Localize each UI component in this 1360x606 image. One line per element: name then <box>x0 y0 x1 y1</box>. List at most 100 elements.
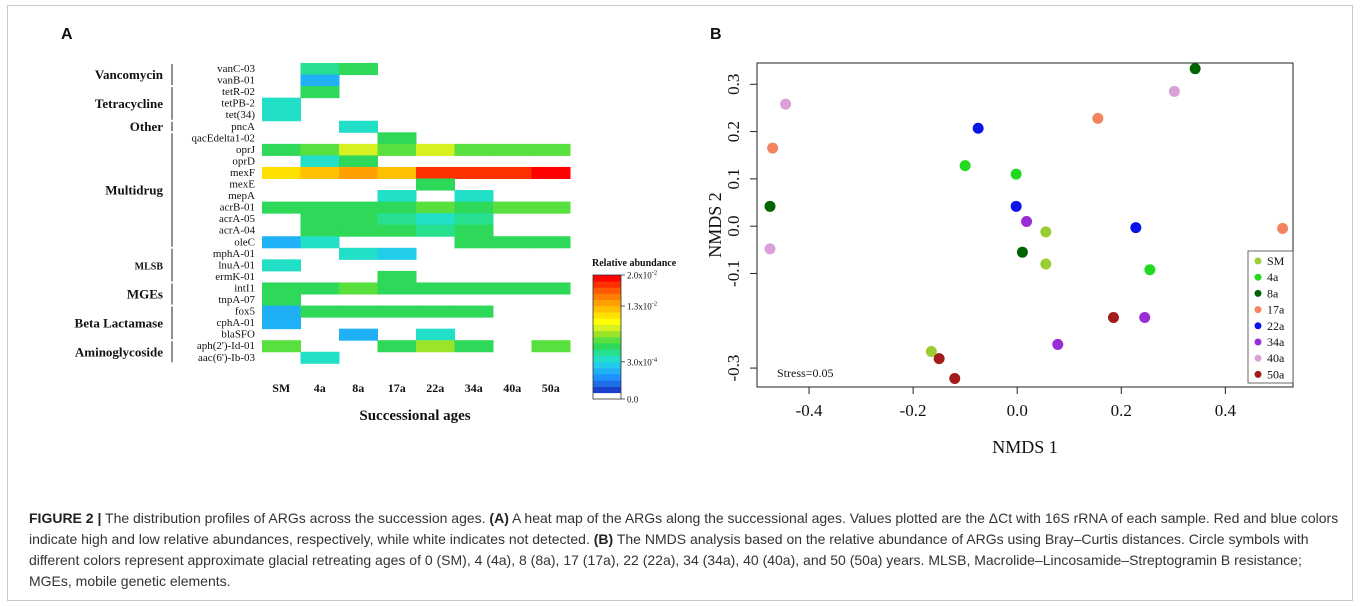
data-point-8a <box>764 200 776 212</box>
y-axis-tick-label: 0.3 <box>724 74 743 95</box>
gene-label: oprJ <box>236 144 256 156</box>
scatter-legend-box <box>1247 250 1294 384</box>
gene-label: oleC <box>234 236 255 248</box>
data-point-SM <box>1040 226 1052 238</box>
data-point-SM <box>925 346 937 358</box>
heatmap-cell <box>339 166 378 179</box>
legend-label-4a: 4a <box>1267 270 1279 284</box>
gene-label: mexE <box>229 179 255 191</box>
legend-color-block <box>593 312 621 319</box>
group-label: Aminoglycoside <box>75 344 163 359</box>
data-point-40a <box>1168 85 1180 97</box>
data-point-34a <box>1052 338 1064 350</box>
legend-color-block <box>593 343 621 350</box>
y-axis-title: NMDS 2 <box>705 192 725 258</box>
legend-color-block <box>593 355 621 363</box>
gene-label: acrA-05 <box>219 213 256 225</box>
heatmap-cell <box>377 282 417 295</box>
panel-b-letter: B <box>710 26 722 43</box>
legend-color-block <box>593 275 621 282</box>
heatmap-cell <box>339 247 378 260</box>
gene-label: tetR-02 <box>222 86 255 98</box>
heatmap-chart: vanC-03vanB-01tetR-02tetPB-2tet(34)pncAq… <box>75 63 677 424</box>
gene-label: blaSFO <box>221 329 255 341</box>
legend-color-block <box>593 324 621 332</box>
age-column-label: 4a <box>314 381 326 395</box>
legend-color-block <box>593 349 621 356</box>
age-column-label: 8a <box>352 381 364 395</box>
heatmap-cell <box>262 201 301 214</box>
age-column-label: 22a <box>426 381 444 395</box>
legend-tick-label: 1.3x10-2 <box>627 301 657 312</box>
plot-frame <box>756 62 1294 388</box>
heatmap-cell <box>262 340 301 353</box>
age-column-label: 40a <box>503 381 521 395</box>
heatmap-cell <box>416 166 455 179</box>
heatmap-cell <box>262 317 301 330</box>
legend-color-block <box>593 368 621 375</box>
heatmap-cell <box>531 166 571 179</box>
heatmap-cell <box>454 190 494 203</box>
y-axis-tick-label: -0.1 <box>724 260 743 287</box>
heatmap-cell <box>531 201 571 214</box>
heatmap-cell <box>300 305 340 318</box>
heatmap-cell <box>339 201 378 214</box>
caption-figure-label: FIGURE 2 | <box>29 510 102 526</box>
heatmap-cell <box>416 305 455 318</box>
heatmap-cell <box>454 236 494 249</box>
heatmap-cell <box>377 201 417 214</box>
heatmap-cell <box>339 213 378 226</box>
legend-marker-8a <box>1254 289 1262 297</box>
gene-label: tet(34) <box>226 109 256 121</box>
heatmap-cell <box>377 305 417 318</box>
group-label: Other <box>130 119 163 134</box>
data-point-40a <box>780 98 792 110</box>
gene-label: mepA <box>228 190 255 202</box>
age-column-label: SM <box>272 381 290 395</box>
data-point-34a <box>1139 311 1151 323</box>
caption-a-tag: (A) <box>489 510 509 526</box>
gene-label: tnpA-07 <box>218 294 255 306</box>
figure-frame <box>7 5 1353 601</box>
heatmap-cell <box>300 282 340 295</box>
heatmap-cell <box>300 63 340 76</box>
gene-label: tetPB-2 <box>221 98 255 110</box>
heatmap-cell <box>416 143 455 156</box>
gene-label: cphA-01 <box>217 317 256 329</box>
heatmap-cell <box>262 282 301 295</box>
heatmap-cell <box>339 120 378 133</box>
legend-label-34a: 34a <box>1267 335 1285 349</box>
heatmap-cell <box>339 155 378 168</box>
heatmap-cell <box>377 224 417 237</box>
heatmap-cell <box>262 97 301 110</box>
gene-label: mexF <box>230 167 255 179</box>
heatmap-cell <box>300 166 340 179</box>
heatmap-cell <box>339 143 378 156</box>
x-axis-tick-label: 0.0 <box>1007 401 1028 420</box>
heatmap-cell <box>300 224 340 237</box>
heatmap-cell <box>339 282 378 295</box>
heatmap-cell <box>416 282 455 295</box>
gene-label: ermK-01 <box>215 271 255 283</box>
gene-label: fox5 <box>235 306 256 318</box>
data-point-17a <box>1277 223 1289 235</box>
legend-marker-22a <box>1254 322 1262 330</box>
legend-marker-34a <box>1254 338 1262 346</box>
heatmap-cell <box>262 236 301 249</box>
legend-color-block <box>593 374 621 381</box>
heatmap-cell <box>416 178 455 191</box>
heatmap-cell <box>377 132 417 145</box>
legend-color-block <box>593 330 621 338</box>
legend-box <box>592 274 622 400</box>
legend-marker-4a <box>1254 273 1262 281</box>
group-label: Tetracycline <box>95 96 163 111</box>
data-point-8a <box>1016 246 1028 258</box>
stress-annotation: Stress=0.05 <box>777 366 833 380</box>
data-point-17a <box>767 142 779 154</box>
heatmap-cell <box>377 340 417 353</box>
gene-label: aph(2')-Id-01 <box>197 340 255 352</box>
heatmap-cell <box>300 201 340 214</box>
heatmap-cell <box>531 282 571 295</box>
heatmap-cell <box>339 224 378 237</box>
legend-marker-40a <box>1254 354 1262 362</box>
